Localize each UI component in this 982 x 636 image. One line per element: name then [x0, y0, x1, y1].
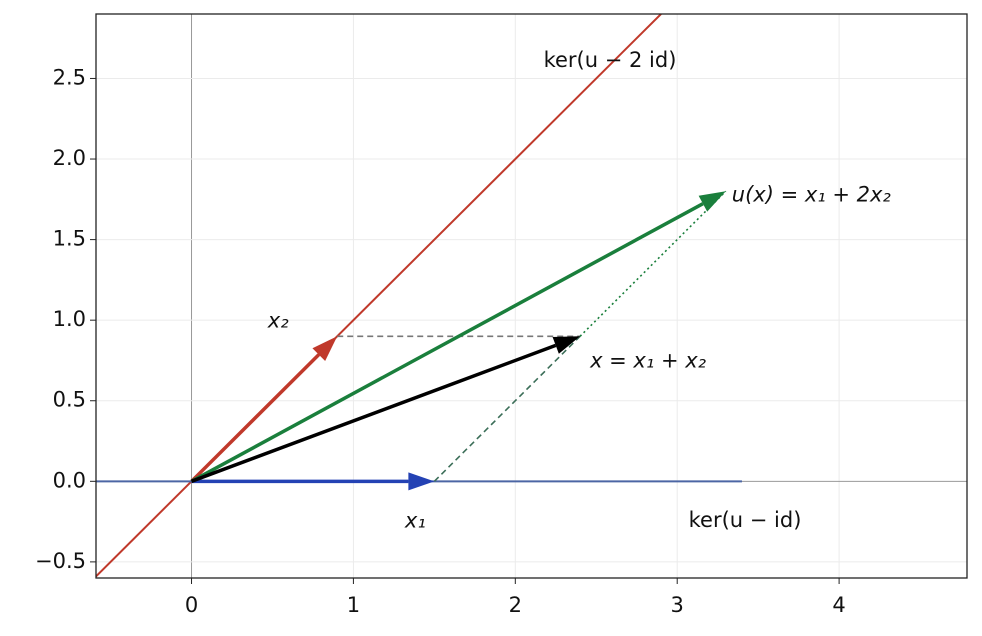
x-tick-label: 2 [509, 593, 522, 617]
arrow-head [552, 336, 581, 354]
x-tick-label: 3 [671, 593, 684, 617]
vector [190, 353, 321, 483]
y-tick-label: 0.5 [53, 388, 86, 412]
kernel-line [96, 14, 662, 578]
vector-label: x₂ [267, 308, 289, 332]
x-tick-label: 4 [832, 593, 845, 617]
arrow-head [312, 336, 338, 362]
arrow-head [698, 191, 726, 212]
y-tick-label: 0.0 [53, 468, 86, 492]
arrow-head [408, 472, 435, 491]
y-tick-label: 1.5 [53, 227, 86, 251]
vector-label: x = x₁ + x₂ [589, 348, 707, 372]
frame [95, 13, 968, 579]
guide-line [579, 190, 727, 337]
vector [190, 343, 557, 483]
y-tick-label: 2.0 [53, 146, 86, 170]
vector-label: u(x) = x₁ + 2x₂ [732, 182, 892, 206]
guide-line [433, 335, 581, 482]
y-tick-label: −0.5 [35, 549, 86, 573]
vector [190, 202, 704, 483]
y-tick-label: 1.0 [53, 307, 86, 331]
line-label: ker(u − 2 id) [544, 48, 677, 72]
x-tick-label: 0 [185, 593, 198, 617]
plot-area [96, 14, 742, 578]
y-tick-label: 2.5 [53, 65, 86, 89]
labels: 0 1 2 3 4 −0.5 0.0 0.5 1.0 1.5 2.0 2.5 x₁ x₂ u(x) = x₁… [35, 48, 891, 617]
line-label: ker(u − id) [689, 508, 802, 532]
x-tick-label: 1 [347, 593, 360, 617]
vector-label: x₁ [404, 508, 426, 532]
